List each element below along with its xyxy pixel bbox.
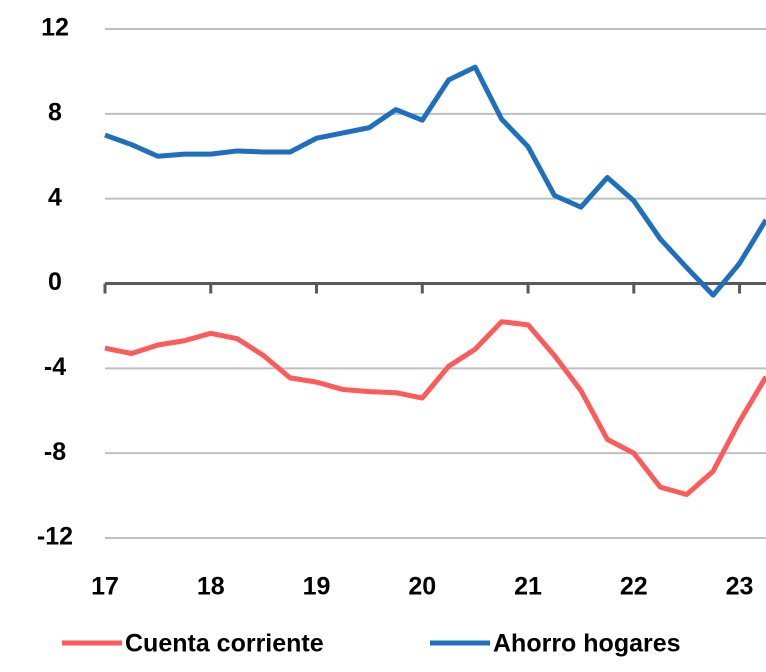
series-line: [104, 64, 766, 298]
y-tick-label: -12: [37, 523, 73, 551]
x-tick-label: 22: [620, 573, 648, 601]
y-tick-label: -8: [44, 438, 66, 466]
legend-label: Cuenta corriente: [125, 630, 324, 658]
x-tick-label: 23: [726, 573, 754, 601]
y-tick-label: 8: [48, 98, 62, 126]
x-tick-label: 21: [514, 573, 542, 601]
x-tick-label: 18: [197, 573, 225, 601]
x-tick-label: 20: [408, 573, 436, 601]
y-tick-label: -4: [44, 353, 66, 381]
x-tick-label: 19: [303, 573, 331, 601]
x-tick-label: 17: [91, 573, 119, 601]
series-line: [104, 319, 766, 498]
y-tick-label: 12: [41, 14, 69, 42]
y-tick-label: 4: [48, 183, 62, 211]
legend-label: Ahorro hogares: [493, 630, 681, 658]
y-tick-label: 0: [48, 268, 62, 296]
